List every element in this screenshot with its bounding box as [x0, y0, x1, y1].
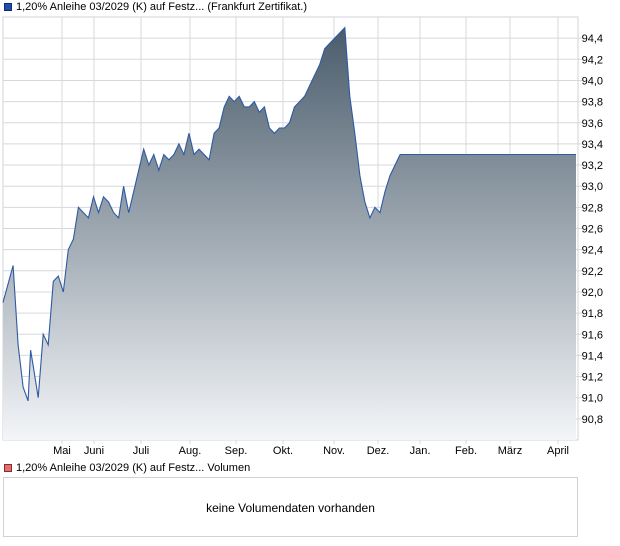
legend-volume-swatch: [4, 464, 12, 472]
legend-price: 1,20% Anleihe 03/2029 (K) auf Festz... (…: [4, 1, 307, 13]
x-tick-label: Dez.: [367, 445, 390, 457]
y-tick-label: 92,6: [582, 224, 603, 236]
price-line: [2, 26, 576, 402]
x-axis-labels: Mai Juni Juli Aug. Sep. Okt. Nov. Dez. Jan. Feb. M…: [53, 445, 569, 457]
y-tick-label: 93,0: [582, 181, 603, 193]
y-tick-label: 92,2: [582, 266, 603, 278]
y-tick-label: 93,6: [582, 118, 603, 130]
x-tick-label: Feb.: [455, 445, 477, 457]
y-tick-label: 91,4: [582, 350, 603, 362]
x-tick-label: April: [547, 445, 569, 457]
y-tick-label: 93,8: [582, 97, 603, 109]
x-tick-label: Aug.: [179, 445, 202, 457]
y-tick-label: 92,8: [582, 202, 603, 214]
y-tick-label: 92,4: [582, 245, 603, 257]
x-tick-label: Sep.: [225, 445, 248, 457]
price-chart[interactable]: 90,8 91,0 91,2 91,4 91,6 91,8 92,0 92,2 92,4 92,6…: [0, 0, 620, 460]
y-tick-label: 92,0: [582, 287, 603, 299]
x-tick-label: Juli: [133, 445, 150, 457]
y-tick-label: 94,4: [582, 33, 603, 45]
volume-panel: keine Volumendaten vorhanden: [3, 477, 578, 537]
x-tick-label: Okt.: [273, 445, 293, 457]
y-tick-label: 91,0: [582, 393, 603, 405]
x-tick-label: Mai: [53, 445, 71, 457]
y-tick-label: 91,8: [582, 308, 603, 320]
x-tick-label: März: [498, 445, 522, 457]
x-tick-label: Juni: [84, 445, 104, 457]
y-tick-label: 93,2: [582, 160, 603, 172]
legend-price-label: 1,20% Anleihe 03/2029 (K) auf Festz... (…: [16, 1, 308, 13]
price-area: [3, 27, 576, 440]
y-tick-label: 90,8: [582, 414, 603, 426]
volume-empty-message: keine Volumendaten vorhanden: [206, 501, 375, 515]
legend-volume: 1,20% Anleihe 03/2029 (K) auf Festz... V…: [4, 462, 250, 474]
y-tick-label: 91,2: [582, 372, 603, 384]
y-axis-labels: 90,8 91,0 91,2 91,4 91,6 91,8 92,0 92,2 92,4 92,6…: [582, 33, 603, 426]
y-tick-label: 93,4: [582, 139, 603, 151]
y-tick-label: 91,6: [582, 329, 603, 341]
x-tick-label: Nov.: [323, 445, 345, 457]
legend-price-swatch: [4, 3, 12, 11]
legend-volume-label: 1,20% Anleihe 03/2029 (K) auf Festz... V…: [16, 462, 251, 474]
y-tick-label: 94,2: [582, 54, 603, 66]
y-tick-label: 94,0: [582, 75, 603, 87]
x-tick-label: Jan.: [410, 445, 431, 457]
